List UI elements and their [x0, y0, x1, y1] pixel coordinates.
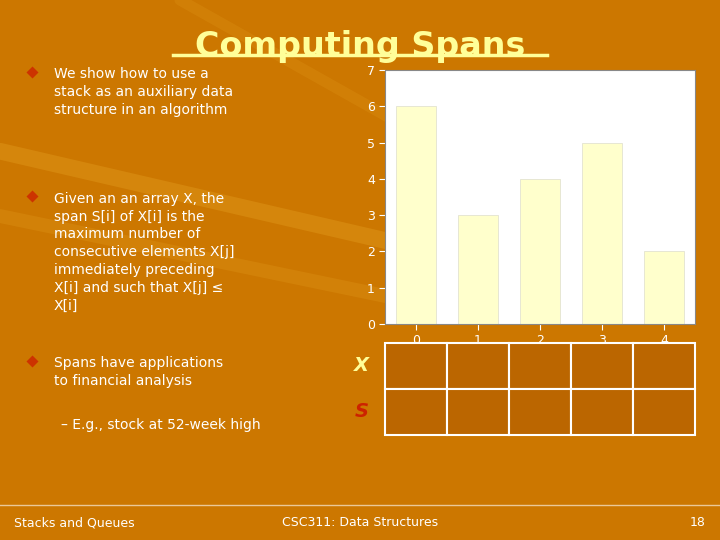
- Text: 1: 1: [472, 403, 485, 421]
- Text: 1: 1: [657, 403, 670, 421]
- Text: 18: 18: [690, 516, 706, 529]
- Text: Given an an array X, the
span S[i] of X[i] is the
maximum number of
consecutive : Given an an array X, the span S[i] of X[…: [54, 192, 235, 313]
- Bar: [644, 252, 684, 324]
- Text: Computing Spans: Computing Spans: [195, 30, 525, 63]
- Text: 1: 1: [410, 403, 423, 421]
- Text: S: S: [354, 402, 369, 421]
- Text: 3: 3: [595, 403, 608, 421]
- Text: 5: 5: [595, 357, 608, 375]
- Bar: [582, 143, 622, 324]
- Text: – E.g., stock at 52-week high: – E.g., stock at 52-week high: [61, 418, 261, 433]
- Text: 3: 3: [472, 357, 485, 375]
- Text: We show how to use a
stack as an auxiliary data
structure in an algorithm: We show how to use a stack as an auxilia…: [54, 68, 233, 117]
- Text: 2: 2: [657, 357, 670, 375]
- Bar: [396, 106, 436, 324]
- Text: 2: 2: [534, 403, 546, 421]
- Text: X: X: [354, 356, 369, 375]
- Text: Stacks and Queues: Stacks and Queues: [14, 516, 135, 529]
- Text: Spans have applications
to financial analysis: Spans have applications to financial ana…: [54, 356, 223, 388]
- Bar: [458, 215, 498, 324]
- Text: 6: 6: [410, 357, 423, 375]
- Text: 4: 4: [534, 357, 546, 375]
- Text: CSC311: Data Structures: CSC311: Data Structures: [282, 516, 438, 529]
- Bar: [520, 179, 560, 324]
